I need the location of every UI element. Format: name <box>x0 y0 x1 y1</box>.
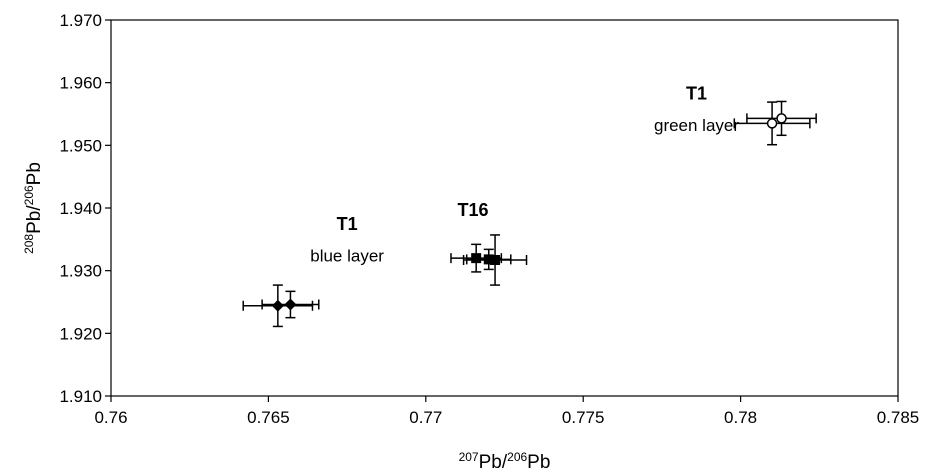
y-tick-label: 1.970 <box>59 11 102 30</box>
y-axis-base1: Pb <box>24 211 45 234</box>
data-point-circle <box>766 118 778 129</box>
y-tick-label: 1.950 <box>59 136 102 155</box>
x-axis-sup1: 207 <box>459 450 479 464</box>
x-axis-sup2: 206 <box>507 450 527 464</box>
data-point-diamond <box>284 298 297 311</box>
y-axis-sep: / <box>24 205 45 211</box>
x-tick-label: 0.77 <box>409 408 442 427</box>
x-tick-label: 0.785 <box>877 408 920 427</box>
y-tick-label: 1.960 <box>59 74 102 93</box>
data-point-square <box>490 255 501 266</box>
y-axis-sup1: 208 <box>22 234 36 254</box>
plot-frame <box>110 19 899 397</box>
tick-labels: 0.76 0.765 0.77 0.775 0.78 0.785 1.910 1.920 1.9… <box>59 11 919 427</box>
y-axis-title: 208Pb/206Pb <box>22 162 45 254</box>
x-axis-title: 207Pb/206Pb <box>459 450 551 473</box>
axis-ticks <box>105 19 899 402</box>
y-axis-base2: Pb <box>24 162 45 185</box>
data-marks <box>242 100 817 328</box>
x-axis-base1: Pb <box>479 452 502 473</box>
x-tick-label: 0.78 <box>724 408 757 427</box>
x-tick-label: 0.775 <box>562 408 605 427</box>
y-tick-label: 1.930 <box>59 262 102 281</box>
x-axis-sep: / <box>502 452 508 473</box>
data-point-diamond <box>271 299 284 312</box>
x-axis-base2: Pb <box>527 452 550 473</box>
x-tick-label: 0.76 <box>94 408 127 427</box>
annotation-subtitle: green layer <box>654 116 739 135</box>
annotation-title: T1 <box>686 84 707 104</box>
annotation-title: T1 <box>337 214 358 234</box>
y-tick-label: 1.920 <box>59 324 102 343</box>
annotations: T1 blue layer T16 T1 green layer <box>310 84 739 266</box>
y-axis-sup2: 206 <box>22 185 36 205</box>
x-tick-label: 0.765 <box>247 408 290 427</box>
y-tick-label: 1.910 <box>59 387 102 406</box>
annotation-subtitle: blue layer <box>310 246 384 265</box>
y-tick-label: 1.940 <box>59 199 102 218</box>
data-point-square <box>471 253 482 264</box>
data-point-circle <box>776 113 787 124</box>
annotation-title: T16 <box>458 200 489 220</box>
